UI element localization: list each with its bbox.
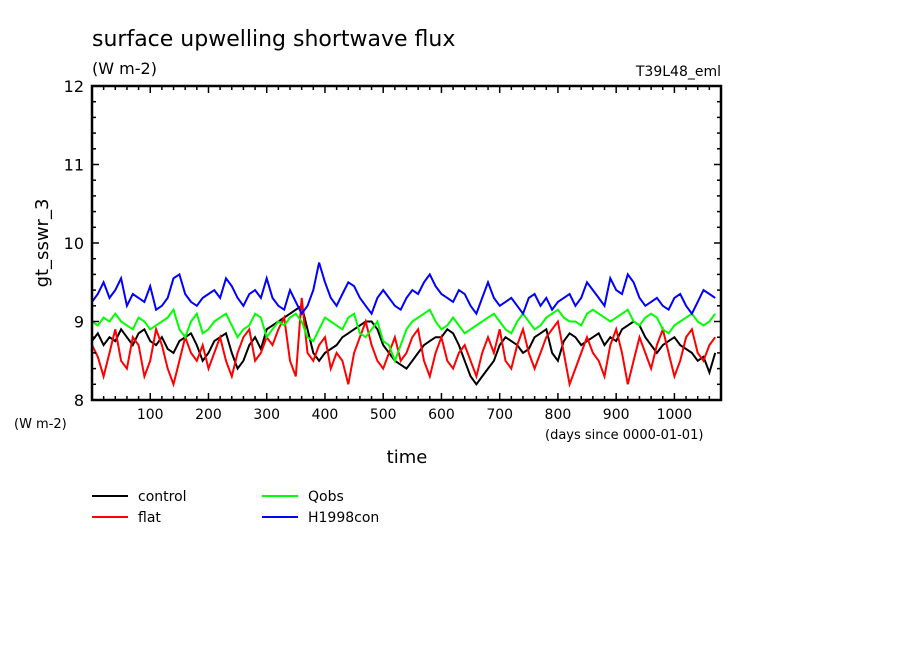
y-tick-label: 12	[64, 77, 84, 96]
series-line-h1998con	[91, 262, 716, 316]
legend-item-qobs: Qobs	[262, 489, 344, 505]
chart-title: surface upwelling shortwave flux	[92, 27, 455, 52]
x-tick-label: 700	[486, 407, 513, 423]
y-tick-label: 8	[74, 391, 84, 410]
x-tick-label: 800	[545, 407, 572, 423]
series-line-qobs	[91, 307, 717, 364]
legend-label: Qobs	[308, 489, 344, 505]
x-tick-label: 100	[137, 407, 164, 423]
legend-label: control	[138, 489, 187, 505]
y-axis-label: gt_sswr_3	[32, 199, 53, 288]
legend-item-h1998con: H1998con	[262, 510, 379, 526]
series-line-control	[91, 304, 717, 386]
x-tick-label: 300	[253, 407, 280, 423]
chart-subtitle: (W m-2)	[92, 59, 157, 78]
x-tick-label: 1000	[657, 407, 693, 423]
legend-label: flat	[138, 510, 161, 526]
run-label: T39L48_eml	[635, 64, 721, 80]
y-tick-label: 11	[64, 156, 84, 175]
series-line-flat	[91, 297, 717, 389]
x-tick-label: 900	[603, 407, 630, 423]
x-tick-label: 200	[195, 407, 222, 423]
y-tick-label: 10	[64, 234, 84, 253]
y-tick-labels: 8 9 10 11 12	[64, 77, 84, 410]
x-axis-unit: (days since 0000-01-01)	[545, 428, 703, 443]
legend-label: H1998con	[308, 510, 379, 526]
x-tick-label: 500	[370, 407, 397, 423]
y-tick-label: 9	[74, 313, 84, 332]
legend-item-control: control	[92, 489, 187, 505]
x-tick-label: 600	[428, 407, 455, 423]
y-axis-unit: (W m-2)	[14, 417, 67, 432]
legend-item-flat: flat	[92, 510, 161, 526]
x-axis-label: time	[387, 447, 428, 468]
x-tick-labels: 100 200 300 400 500 600 700 800 900 1000	[137, 407, 692, 423]
series-layer	[91, 262, 717, 389]
x-tick-label: 400	[312, 407, 339, 423]
legend: control flat Qobs H1998con	[92, 489, 379, 526]
plot-frame	[90, 84, 723, 402]
